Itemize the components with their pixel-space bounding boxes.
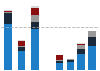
Bar <box>4 13 12 24</box>
Bar <box>56 63 63 70</box>
Bar <box>4 24 12 70</box>
Bar <box>18 40 25 41</box>
Bar <box>77 49 85 54</box>
Bar <box>88 32 96 37</box>
Bar <box>88 46 96 70</box>
Bar <box>4 12 12 13</box>
Bar <box>4 10 12 11</box>
Bar <box>18 51 25 70</box>
Bar <box>56 61 63 63</box>
Bar <box>31 15 39 22</box>
Bar <box>66 62 74 70</box>
Bar <box>31 6 39 8</box>
Bar <box>18 46 25 47</box>
Bar <box>88 31 96 32</box>
Bar <box>66 59 74 60</box>
Bar <box>31 29 39 70</box>
Bar <box>66 60 74 62</box>
Bar <box>88 37 96 46</box>
Bar <box>18 47 25 51</box>
Bar <box>77 54 85 70</box>
Bar <box>56 60 63 61</box>
Bar <box>31 8 39 15</box>
Bar <box>77 45 85 49</box>
Bar <box>77 44 85 45</box>
Bar <box>31 22 39 29</box>
Bar <box>56 55 63 60</box>
Bar <box>18 41 25 46</box>
Bar <box>4 11 12 12</box>
